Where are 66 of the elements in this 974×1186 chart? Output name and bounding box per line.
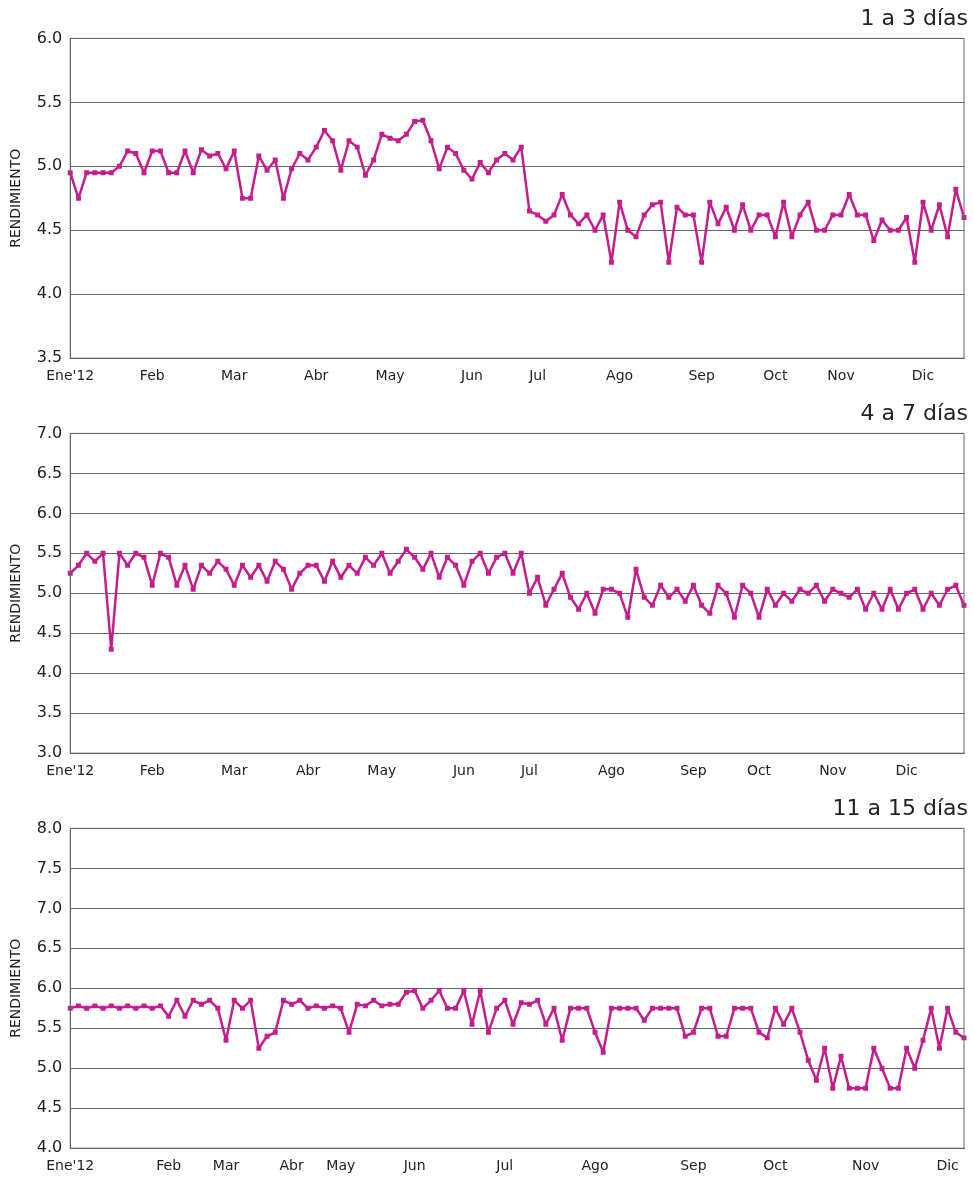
x-tick-label: Ago [581, 1157, 609, 1174]
y-tick-label: 7.5 [36, 857, 63, 877]
x-tick-label: Jul [528, 367, 547, 384]
y-axis-title: RENDIMIENTO [7, 543, 24, 643]
y-tick-label: 6.0 [36, 27, 63, 47]
y-tick-label: 4.5 [36, 219, 63, 239]
x-tick-label: Dic [936, 1157, 959, 1174]
chart-title: 1 a 3 días [860, 4, 968, 30]
x-tick-label: Abr [304, 367, 329, 384]
x-tick-label: Mar [221, 762, 248, 779]
x-tick-label: Jul [495, 1157, 514, 1174]
x-tick-label: May [367, 762, 397, 779]
y-tick-label: 6.0 [36, 977, 63, 997]
x-tick-label: Feb [156, 1157, 182, 1174]
x-tick-label: Mar [212, 1157, 240, 1174]
x-tick-label: Ene'12 [46, 1157, 95, 1174]
y-tick-label: 5.0 [36, 155, 63, 175]
y-tick-label: 3.5 [36, 347, 63, 367]
x-tick-label: Abr [279, 1157, 304, 1174]
x-tick-label: Ene'12 [46, 367, 95, 384]
x-tick-label: May [326, 1157, 356, 1174]
x-tick-label: Jul [519, 762, 538, 779]
y-tick-label: 8.0 [36, 817, 63, 837]
y-axis-title: RENDIMIENTO [7, 148, 24, 248]
y-tick-label: 5.5 [36, 542, 63, 562]
y-tick-label: 5.5 [36, 91, 63, 111]
x-tick-label: Feb [139, 367, 165, 384]
x-tick-label: Dic [911, 367, 935, 384]
y-tick-label: 7.0 [36, 422, 63, 442]
x-tick-label: Abr [295, 762, 321, 779]
x-tick-label: Ene'12 [46, 762, 95, 779]
y-tick-label: 4.0 [36, 283, 63, 303]
x-tick-label: Nov [851, 1157, 880, 1174]
x-tick-label: May [375, 367, 405, 384]
y-tick-label: 3.0 [36, 742, 63, 762]
y-tick-label: 3.5 [36, 702, 63, 722]
x-tick-label: Sep [688, 367, 715, 384]
y-tick-label: 6.5 [36, 937, 63, 957]
y-tick-label: 4.5 [36, 622, 63, 642]
x-tick-label: Jun [451, 762, 475, 779]
chart-title: 4 a 7 días [860, 399, 968, 425]
x-tick-label: Feb [139, 762, 165, 779]
x-tick-label: Nov [827, 367, 855, 384]
y-axis-title: RENDIMIENTO [7, 938, 24, 1038]
y-tick-label: 4.0 [36, 1137, 63, 1157]
x-tick-label: Oct [746, 762, 772, 779]
y-tick-label: 6.5 [36, 462, 63, 482]
x-tick-label: Oct [763, 367, 789, 384]
y-tick-label: 5.0 [36, 1057, 63, 1077]
x-tick-label: Dic [895, 762, 918, 779]
x-tick-label: Sep [680, 762, 707, 779]
y-tick-label: 4.0 [36, 662, 63, 682]
x-tick-label: Mar [221, 367, 248, 384]
x-tick-label: Ago [597, 762, 625, 779]
x-tick-label: Sep [680, 1157, 707, 1174]
chart-title: 11 a 15 días [832, 794, 968, 820]
x-tick-label: Ago [606, 367, 634, 384]
y-tick-label: 6.0 [36, 502, 63, 522]
y-tick-label: 5.0 [36, 582, 63, 602]
x-tick-label: Oct [763, 1157, 789, 1174]
x-tick-label: Nov [819, 762, 847, 779]
y-tick-label: 4.5 [36, 1097, 63, 1117]
y-tick-label: 5.5 [36, 1017, 63, 1037]
x-tick-label: Jun [402, 1157, 426, 1174]
x-tick-label: Jun [460, 367, 483, 384]
y-tick-label: 7.0 [36, 897, 63, 917]
